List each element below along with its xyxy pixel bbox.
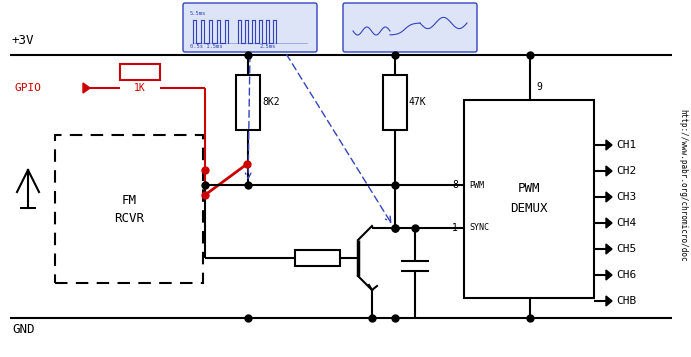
- Text: 5.5ms: 5.5ms: [190, 11, 206, 16]
- Text: SYNC: SYNC: [469, 223, 489, 232]
- Text: 47K: 47K: [409, 97, 426, 107]
- Text: 9: 9: [536, 82, 542, 92]
- Polygon shape: [83, 83, 90, 93]
- Polygon shape: [606, 244, 612, 254]
- Text: GPIO: GPIO: [15, 83, 42, 93]
- Bar: [236, 75, 260, 130]
- Bar: [295, 250, 340, 266]
- Text: CH3: CH3: [616, 192, 636, 202]
- Text: CHB: CHB: [616, 296, 636, 306]
- Bar: [120, 64, 160, 80]
- FancyBboxPatch shape: [183, 3, 317, 52]
- Text: CH1: CH1: [616, 140, 636, 150]
- Text: FM: FM: [122, 195, 137, 207]
- Bar: [383, 75, 407, 130]
- Polygon shape: [606, 296, 612, 306]
- Text: PWM: PWM: [469, 181, 484, 190]
- Text: 0.5s 1.5ms: 0.5s 1.5ms: [190, 44, 223, 49]
- Text: CH6: CH6: [616, 270, 636, 280]
- Text: RCVR: RCVR: [114, 212, 144, 226]
- Text: +3V: +3V: [12, 34, 35, 47]
- Text: CH4: CH4: [616, 218, 636, 228]
- Text: CH5: CH5: [616, 244, 636, 254]
- Text: 1: 1: [452, 223, 458, 233]
- Text: DEMUX: DEMUX: [510, 202, 548, 216]
- Text: 1K: 1K: [134, 83, 146, 93]
- Polygon shape: [606, 192, 612, 202]
- FancyBboxPatch shape: [343, 3, 477, 52]
- Polygon shape: [606, 270, 612, 280]
- Text: http://www.pabr.org/chromicro/doc: http://www.pabr.org/chromicro/doc: [679, 109, 688, 261]
- Polygon shape: [606, 140, 612, 150]
- Polygon shape: [606, 218, 612, 228]
- Polygon shape: [606, 166, 612, 176]
- Text: 8K2: 8K2: [262, 97, 280, 107]
- Bar: [55, 135, 203, 283]
- Text: CH2: CH2: [616, 166, 636, 176]
- Text: 8: 8: [452, 180, 458, 190]
- Bar: [464, 100, 594, 298]
- Text: 2.5ms: 2.5ms: [260, 44, 276, 49]
- Text: GND: GND: [12, 323, 35, 336]
- Text: PWM: PWM: [518, 182, 540, 196]
